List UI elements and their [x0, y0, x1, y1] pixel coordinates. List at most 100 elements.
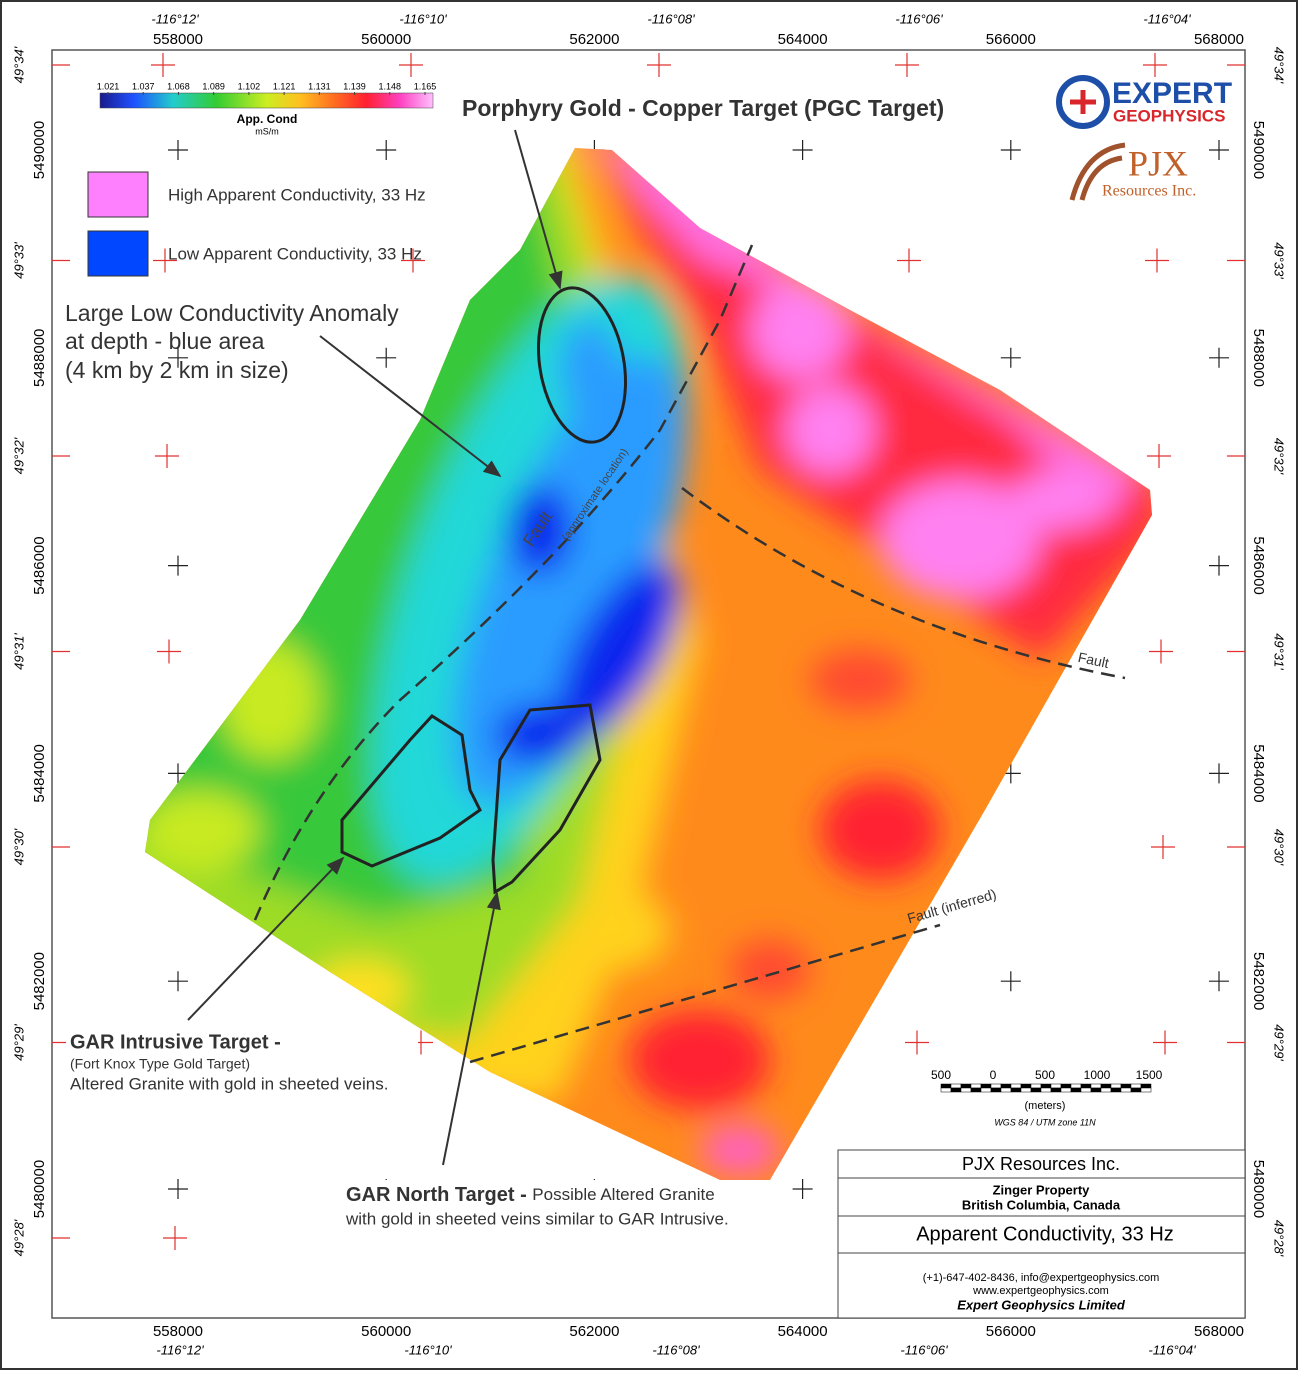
scale-segment [1090, 1083, 1102, 1089]
northing-label: 5490000 [31, 121, 48, 179]
grid-cross [1209, 140, 1229, 160]
arrow [514, 129, 563, 290]
contact: (+1)-647-402-8436, info@expertgeophysics… [923, 1272, 1160, 1284]
scale-bar: 500 0 500 1000 1500 [931, 1068, 1163, 1093]
gar-intrusive-outline [340, 714, 482, 868]
northing-label: 5480000 [31, 1160, 48, 1218]
color-scale-tick: 1.021 [97, 81, 120, 91]
longitude-label: -116°04' [1148, 1342, 1196, 1357]
legend-swatch [87, 171, 149, 218]
latitude-label: 49°34' [1272, 47, 1287, 84]
easting-label: 566000 [986, 31, 1036, 48]
pgc-outline [536, 286, 628, 444]
property: Zinger Property [993, 1182, 1091, 1197]
scale-label: 500 [931, 1068, 951, 1082]
longitude-label: -116°06' [895, 11, 943, 26]
arrow [187, 856, 345, 1021]
grid-cross [1000, 347, 1021, 368]
easting-label: 558000 [153, 31, 203, 48]
grid-cross [792, 140, 813, 160]
title-block: PJX Resources Inc. Zinger Property Briti… [837, 1149, 1246, 1319]
scale-segment [1050, 1083, 1062, 1089]
scale-label: 500 [1035, 1068, 1055, 1082]
latitude-label: 49°30' [1272, 829, 1287, 866]
scale-segment [950, 1083, 962, 1089]
graticule-cross [163, 1226, 187, 1250]
grid-cross [1000, 971, 1021, 992]
legend-label: Low Apparent Conductivity, 33 Hz [168, 244, 422, 263]
pgc-label: Porphyry Gold - Copper Target (PGC Targe… [462, 95, 944, 121]
northing-label: 5488000 [31, 329, 48, 387]
gar-intrusive-subtitle: (Fort Knox Type Gold Target) [70, 1056, 250, 1072]
grid-cross [1209, 347, 1229, 368]
expert-logo-text: GEOPHYSICS [1113, 106, 1225, 125]
northing-label: 5486000 [1250, 536, 1267, 594]
company: PJX Resources Inc. [962, 1154, 1120, 1174]
scale-segment [940, 1083, 952, 1089]
color-scale-tick: 1.089 [202, 81, 225, 91]
scale-segment [1140, 1083, 1152, 1089]
legend-label: High Apparent Conductivity, 33 Hz [168, 185, 426, 204]
grid-cross [1000, 140, 1021, 160]
longitude-label: -116°12' [151, 11, 199, 26]
scale-segment [1060, 1083, 1072, 1089]
anomaly-label: Large Low Conductivity Anomaly [65, 300, 399, 326]
grid-cross [168, 971, 188, 992]
color-scale-tick: 1.102 [238, 81, 261, 91]
grid-cross [168, 763, 188, 784]
longitude-label: -116°04' [1143, 11, 1191, 26]
scale-segment [970, 1083, 982, 1089]
legend: High Apparent Conductivity, 33 Hz Low App… [87, 171, 426, 277]
scale-label: 1500 [1136, 1068, 1163, 1082]
scale-segment [1080, 1087, 1092, 1093]
scale-segment [1070, 1087, 1082, 1093]
scale-segment [1040, 1083, 1052, 1089]
color-scale-tick: 1.121 [273, 81, 296, 91]
color-scale-tick: 1.139 [343, 81, 366, 91]
scale-segment [1130, 1087, 1142, 1093]
scale-segment [1060, 1087, 1072, 1093]
color-scale-title: App. Cond [237, 112, 298, 126]
scale-segment [1010, 1087, 1022, 1093]
easting-label: 558000 [153, 1323, 203, 1340]
map-title: Apparent Conductivity, 33 Hz [916, 1223, 1174, 1245]
longitude-label: -116°08' [652, 1342, 700, 1357]
color-scale-tick: 1.131 [308, 81, 331, 91]
scale-segment [950, 1087, 962, 1093]
grid-cross [168, 140, 188, 160]
easting-label: 568000 [1194, 31, 1244, 48]
fault-label: Fault [1077, 649, 1111, 671]
graticule-cross [153, 248, 177, 273]
projection: WGS 84 / UTM zone 11N [994, 1117, 1096, 1127]
easting-label: 562000 [569, 31, 619, 48]
latitude-label: 49°31' [11, 633, 26, 670]
color-scale-ticks: 1.021 1.037 1.068 1.089 1.102 1.121 1.131 1.139… [97, 81, 436, 95]
scale-segment [1000, 1087, 1012, 1093]
scale-segment [1140, 1087, 1152, 1093]
northing-label: 5482000 [31, 952, 48, 1010]
easting-label: 564000 [778, 1323, 828, 1340]
scale-segment [1100, 1083, 1112, 1089]
latitude-label: 49°30' [11, 828, 26, 865]
gar-intrusive-title: GAR Intrusive Target - [70, 1031, 281, 1053]
latitude-label: 49°31' [1272, 633, 1287, 670]
fault-line [253, 244, 754, 921]
graticule-cross [1143, 53, 1167, 77]
scale-segment [990, 1087, 1002, 1093]
easting-label: 560000 [361, 1323, 411, 1340]
latitude-label: 49°29' [11, 1024, 26, 1061]
grid-cross [376, 140, 397, 160]
northing-label: 5486000 [31, 536, 48, 594]
pjx-logo-mark [1069, 142, 1126, 201]
graticule-cross [151, 53, 175, 77]
graticule-cross [157, 639, 181, 664]
arrow [319, 335, 502, 478]
scale-segment [1030, 1087, 1042, 1093]
scale-segment [1000, 1083, 1012, 1089]
color-scale [99, 92, 434, 109]
faults [253, 244, 1126, 1064]
color-scale-unit: mS/m [255, 126, 279, 136]
scale-segment [1010, 1083, 1022, 1089]
gar-north-title: GAR North Target - [346, 1184, 527, 1206]
